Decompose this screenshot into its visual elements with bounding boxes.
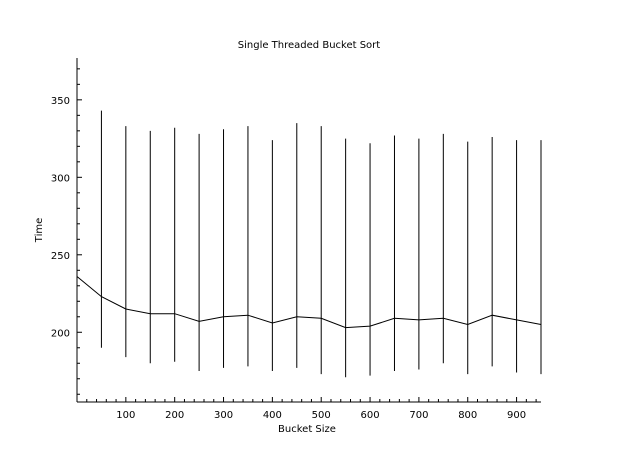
x-tick-label: 100 [116, 410, 135, 421]
chart-title: Single Threaded Bucket Sort [238, 40, 381, 51]
x-tick-label: 500 [312, 410, 331, 421]
x-axis-label: Bucket Size [278, 424, 336, 435]
x-tick-label: 700 [409, 410, 428, 421]
series-line [76, 276, 542, 329]
x-ticks: 100 200 300 400 500 600 700 800 900 [86, 397, 537, 421]
x-tick-label: 900 [507, 410, 526, 421]
plot-area [76, 110, 542, 378]
y-ticks: 200 250 300 350 [51, 68, 82, 395]
y-tick-label: 200 [51, 328, 70, 339]
x-tick-label: 200 [165, 410, 184, 421]
x-tick-label: 600 [361, 410, 380, 421]
x-tick-label: 300 [214, 410, 233, 421]
y-tick-label: 350 [51, 96, 70, 107]
x-tick-label: 800 [458, 410, 477, 421]
y-tick-label: 250 [51, 251, 70, 262]
x-tick-label: 400 [263, 410, 282, 421]
y-tick-label: 300 [51, 173, 70, 184]
y-axis-label: Time [34, 218, 45, 243]
